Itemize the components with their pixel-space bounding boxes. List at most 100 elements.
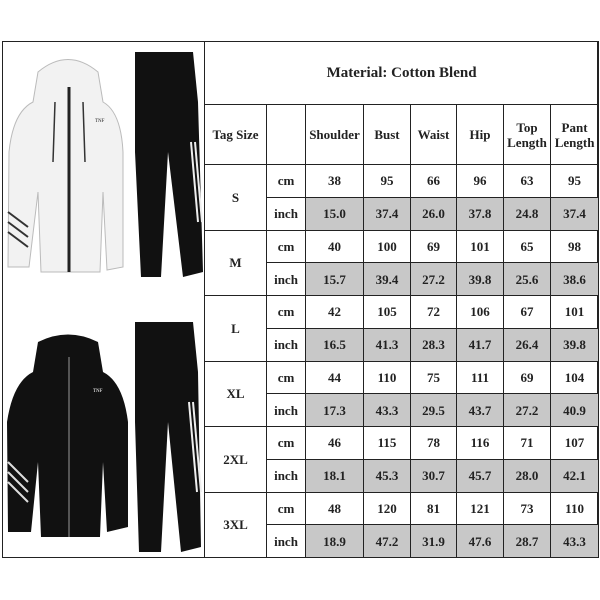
size-label: 3XL	[204, 491, 267, 558]
measurement-cell: 110	[363, 360, 411, 395]
unit-label: cm	[266, 295, 306, 329]
measurement-cell: 65	[503, 229, 551, 264]
measurement-cell: 39.4	[363, 262, 411, 296]
measurement-cell: 15.0	[305, 196, 364, 231]
measurement-cell: 29.5	[410, 393, 457, 427]
size-row-inch: inch 17.3 43.3 29.5 43.7 27.2 40.9	[205, 393, 600, 427]
size-label: M	[204, 229, 267, 296]
size-row-inch: inch 18.9 47.2 31.9 47.6 28.7 43.3	[205, 524, 600, 558]
measurement-cell: 98	[549, 229, 600, 264]
measurement-cell: 105	[363, 295, 411, 329]
measurement-cell: 120	[363, 491, 411, 526]
unit-label: cm	[266, 426, 306, 460]
black-logo: TNF	[93, 389, 103, 394]
measurement-cell: 81	[410, 491, 457, 526]
measurement-cell: 30.7	[410, 458, 457, 493]
measurement-cell: 47.2	[363, 524, 411, 558]
measurement-cell: 48	[305, 491, 364, 526]
measurement-cell: 44	[305, 360, 364, 395]
measurement-cell: 47.6	[456, 524, 504, 558]
measurement-cell: 43.3	[363, 393, 411, 427]
measurement-cell: 43.3	[549, 524, 600, 558]
measurement-cell: 106	[456, 295, 504, 329]
measurement-cell: 96	[456, 164, 504, 198]
col-header: Bust	[363, 104, 411, 165]
size-label: L	[204, 295, 267, 362]
unit-label: inch	[266, 327, 306, 362]
measurement-cell: 42	[305, 295, 364, 329]
measurement-cell: 37.8	[456, 196, 504, 231]
measurement-cell: 39.8	[456, 262, 504, 296]
measurement-cell: 104	[549, 360, 600, 395]
measurement-cell: 115	[363, 426, 411, 460]
measurement-cell: 38.6	[549, 262, 600, 296]
measurement-cell: 37.4	[363, 196, 411, 231]
size-row-cm: 3XL cm 48 120 81 121 73 110	[204, 491, 600, 558]
unit-label: inch	[266, 524, 306, 558]
measurement-cell: 25.6	[503, 262, 551, 296]
measurement-cell: 107	[549, 426, 600, 460]
black-tracksuit-image: TNF	[7, 322, 202, 552]
measurement-cell: 26.0	[410, 196, 457, 231]
measurement-cell: 75	[410, 360, 457, 395]
unit-label: inch	[266, 196, 306, 231]
measurement-cell: 63	[503, 164, 551, 198]
unit-label: inch	[266, 393, 306, 427]
unit-label: cm	[266, 491, 306, 526]
size-row-cm: XL cm 44 110 75 111 69 104	[204, 360, 600, 427]
measurement-cell: 37.4	[549, 196, 600, 231]
measurement-cell: 78	[410, 426, 457, 460]
size-label: 2XL	[204, 426, 267, 493]
measurement-cell: 111	[456, 360, 504, 395]
measurement-cell: 26.4	[503, 327, 551, 362]
measurement-cell: 69	[410, 229, 457, 264]
title-row: Material: Cotton Blend	[203, 41, 600, 105]
measurement-cell: 28.3	[410, 327, 457, 362]
measurement-cell: 100	[363, 229, 411, 264]
col-header: Hip	[456, 104, 504, 165]
tag-size-header: Tag Size	[204, 104, 267, 165]
measurement-cell: 69	[503, 360, 551, 395]
size-chart-table: Material: Cotton Blend Tag Size Shoulder…	[203, 41, 600, 558]
measurement-cell: 41.3	[363, 327, 411, 362]
measurement-cell: 66	[410, 164, 457, 198]
measurement-cell: 110	[549, 491, 600, 526]
size-row-inch: inch 15.0 37.4 26.0 37.8 24.8 37.4	[205, 196, 600, 231]
measurement-cell: 73	[503, 491, 551, 526]
measurement-cell: 27.2	[410, 262, 457, 296]
measurement-cell: 43.7	[456, 393, 504, 427]
size-row-inch: inch 18.1 45.3 30.7 45.7 28.0 42.1	[205, 458, 600, 493]
unit-label: inch	[266, 458, 306, 493]
measurement-cell: 28.0	[503, 458, 551, 493]
measurement-cell: 116	[456, 426, 504, 460]
measurement-cell: 27.2	[503, 393, 551, 427]
measurement-cell: 16.5	[305, 327, 364, 362]
measurement-cell: 95	[549, 164, 600, 198]
measurement-cell: 18.1	[305, 458, 364, 493]
unit-label: inch	[266, 262, 306, 296]
measurement-cell: 45.7	[456, 458, 504, 493]
measurement-cell: 31.9	[410, 524, 457, 558]
size-row-inch: inch 15.7 39.4 27.2 39.8 25.6 38.6	[205, 262, 600, 296]
unit-header	[266, 104, 306, 165]
unit-label: cm	[266, 164, 306, 198]
measurement-cell: 40	[305, 229, 364, 264]
unit-label: cm	[266, 360, 306, 395]
measurement-cell: 39.8	[549, 327, 600, 362]
measurement-cell: 72	[410, 295, 457, 329]
measurement-cell: 101	[549, 295, 600, 329]
measurement-cell: 46	[305, 426, 364, 460]
measurement-cell: 40.9	[549, 393, 600, 427]
size-row-inch: inch 16.5 41.3 28.3 41.7 26.4 39.8	[205, 327, 600, 362]
measurement-cell: 95	[363, 164, 411, 198]
measurement-cell: 15.7	[305, 262, 364, 296]
white-logo: TNF	[95, 119, 105, 124]
col-header: Pant Length	[549, 104, 600, 165]
measurement-cell: 42.1	[549, 458, 600, 493]
measurement-cell: 18.9	[305, 524, 364, 558]
measurement-cell: 41.7	[456, 327, 504, 362]
measurement-cell: 28.7	[503, 524, 551, 558]
size-label: S	[204, 164, 267, 231]
